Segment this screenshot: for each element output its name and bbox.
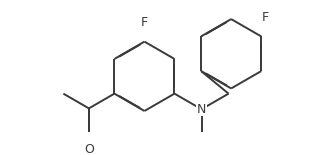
Text: F: F (141, 16, 148, 29)
Text: F: F (262, 11, 269, 24)
Text: N: N (197, 103, 206, 116)
Text: O: O (84, 143, 94, 155)
